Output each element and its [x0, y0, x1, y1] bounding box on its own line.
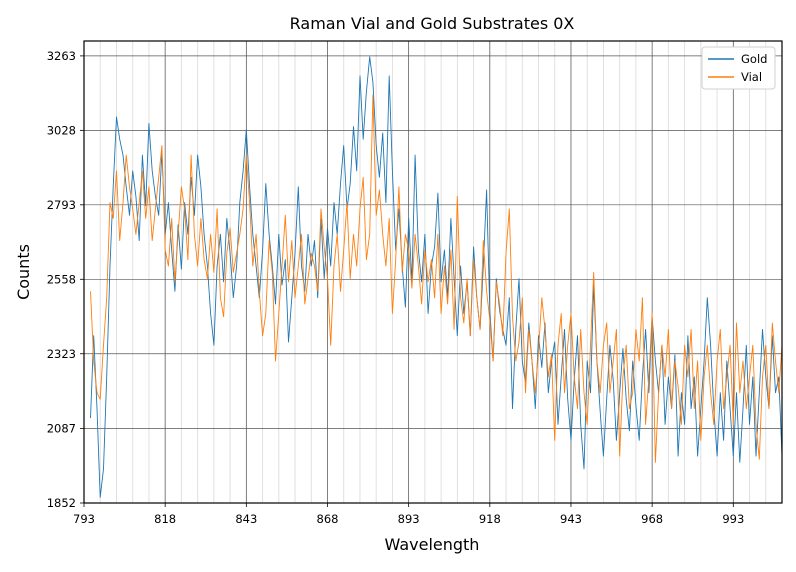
chart-title: Raman Vial and Gold Substrates 0X [290, 14, 575, 33]
x-tick-label: 968 [641, 512, 663, 526]
ticks-layer: 793 818 843 868 893 918 943 968 993 1852 2087 2323 2… [47, 49, 745, 526]
x-axis-label: Wavelength [385, 535, 480, 554]
x-tick-label: 843 [235, 512, 257, 526]
series-line-vial [90, 94, 783, 463]
y-axis-label: Counts [14, 244, 33, 300]
y-tick-label: 1852 [47, 496, 76, 510]
x-tick-label: 893 [398, 512, 420, 526]
legend-vial-label: Vial [741, 70, 762, 84]
y-tick-label: 2558 [47, 272, 76, 286]
series-line-gold [90, 56, 783, 498]
x-tick-label: 793 [73, 512, 95, 526]
x-tick-label: 918 [479, 512, 501, 526]
x-tick-label: 818 [154, 512, 176, 526]
y-tick-label: 2323 [47, 347, 76, 361]
y-tick-label: 3028 [47, 123, 76, 137]
y-tick-label: 3263 [47, 49, 76, 63]
x-tick-label: 868 [317, 512, 339, 526]
x-tick-label: 943 [560, 512, 582, 526]
legend-gold-label: Gold [741, 52, 767, 66]
legend: Gold Vial [701, 46, 776, 90]
grid-layer [83, 41, 783, 504]
x-tick-label: 993 [722, 512, 744, 526]
series-layer [90, 56, 783, 498]
legend-box [701, 46, 776, 90]
y-tick-label: 2087 [47, 422, 76, 436]
y-tick-label: 2793 [47, 198, 76, 212]
plot-frame [83, 40, 783, 504]
